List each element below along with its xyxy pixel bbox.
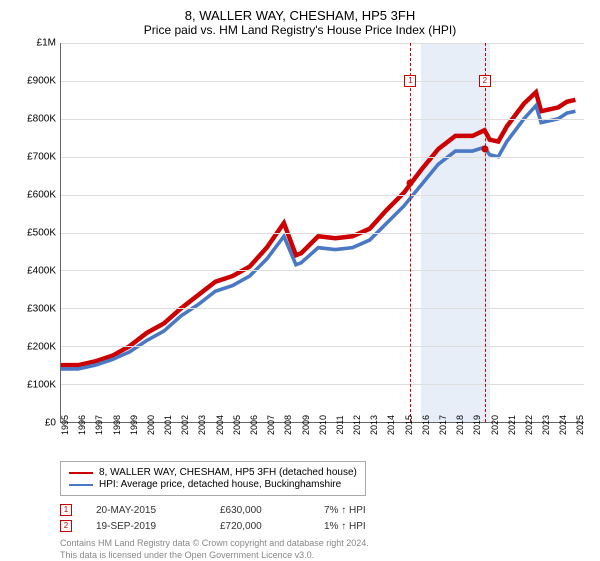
x-tick-label: 2019 (472, 415, 482, 435)
x-tick-label: 2001 (163, 415, 173, 435)
x-tick-label: 2002 (180, 415, 190, 435)
sale-row-marker: 1 (60, 504, 72, 516)
legend-label: 8, WALLER WAY, CHESHAM, HP5 3FH (detache… (99, 467, 357, 478)
attribution: Contains HM Land Registry data © Crown c… (60, 538, 584, 561)
x-tick-label: 2022 (524, 415, 534, 435)
x-tick-label: 2013 (369, 415, 379, 435)
sale-date: 20-MAY-2015 (96, 505, 196, 516)
sale-row: 2 19-SEP-2019 £720,000 1% ↑ HPI (60, 520, 584, 532)
chart-area: £0£100K£200K£300K£400K£500K£600K£700K£80… (16, 43, 584, 423)
y-tick-label: £500K (27, 228, 56, 239)
x-tick-label: 1997 (94, 415, 104, 435)
x-tick-label: 2012 (352, 415, 362, 435)
legend-swatch (69, 484, 93, 486)
y-tick-label: £400K (27, 266, 56, 277)
legend-label: HPI: Average price, detached house, Buck… (99, 479, 341, 490)
x-tick-label: 2017 (438, 415, 448, 435)
x-tick-label: 2009 (301, 415, 311, 435)
y-tick-label: £1M (37, 38, 56, 49)
x-tick-label: 2023 (541, 415, 551, 435)
x-tick-label: 2011 (335, 415, 345, 434)
y-tick-label: £200K (27, 342, 56, 353)
sale-vline (485, 43, 486, 422)
x-tick-label: 2014 (386, 415, 396, 435)
sale-price: £630,000 (220, 505, 300, 516)
y-tick-label: £100K (27, 380, 56, 391)
x-tick-label: 2015 (404, 415, 414, 435)
x-tick-label: 2025 (575, 415, 585, 435)
x-tick-label: 2018 (455, 415, 465, 435)
x-tick-label: 2024 (558, 415, 568, 435)
chart-title: 8, WALLER WAY, CHESHAM, HP5 3FH (16, 8, 584, 23)
x-tick-label: 2010 (318, 415, 328, 435)
x-tick-label: 2005 (232, 415, 242, 435)
x-tick-label: 2020 (490, 415, 500, 435)
x-tick-label: 2000 (146, 415, 156, 435)
sale-marker-box: 1 (404, 75, 416, 87)
y-tick-label: £700K (27, 152, 56, 163)
y-tick-label: £0 (45, 418, 56, 429)
x-tick-label: 2003 (197, 415, 207, 435)
series-line (61, 92, 575, 365)
x-axis: 1995199619971998199920002001200220032004… (60, 423, 584, 457)
legend: 8, WALLER WAY, CHESHAM, HP5 3FH (detache… (60, 461, 366, 496)
sale-dot (481, 146, 488, 153)
y-tick-label: £300K (27, 304, 56, 315)
sale-date: 19-SEP-2019 (96, 521, 196, 532)
x-tick-label: 2007 (266, 415, 276, 435)
sale-row-marker: 2 (60, 520, 72, 532)
sale-row: 1 20-MAY-2015 £630,000 7% ↑ HPI (60, 504, 584, 516)
legend-item: HPI: Average price, detached house, Buck… (69, 479, 357, 490)
x-tick-label: 1996 (77, 415, 87, 435)
y-tick-label: £800K (27, 114, 56, 125)
sale-vline (410, 43, 411, 422)
sale-delta: 1% ↑ HPI (324, 521, 366, 532)
x-tick-label: 2016 (421, 415, 431, 435)
sale-delta: 7% ↑ HPI (324, 505, 366, 516)
x-tick-label: 2008 (283, 415, 293, 435)
sale-dot (407, 180, 414, 187)
y-tick-label: £900K (27, 76, 56, 87)
chart-subtitle: Price paid vs. HM Land Registry's House … (16, 23, 584, 37)
attribution-line2: This data is licensed under the Open Gov… (60, 550, 584, 561)
x-tick-label: 2021 (507, 415, 517, 435)
y-axis: £0£100K£200K£300K£400K£500K£600K£700K£80… (16, 43, 60, 423)
sale-marker-box: 2 (479, 75, 491, 87)
attribution-line1: Contains HM Land Registry data © Crown c… (60, 538, 584, 550)
sale-price: £720,000 (220, 521, 300, 532)
sales-table: 1 20-MAY-2015 £630,000 7% ↑ HPI 2 19-SEP-2019… (60, 504, 584, 532)
x-tick-label: 1998 (112, 415, 122, 435)
legend-item: 8, WALLER WAY, CHESHAM, HP5 3FH (detache… (69, 467, 357, 478)
legend-swatch (69, 472, 93, 474)
x-tick-label: 2006 (249, 415, 259, 435)
y-tick-label: £600K (27, 190, 56, 201)
x-tick-label: 1995 (60, 415, 70, 435)
x-tick-label: 1999 (129, 415, 139, 435)
x-tick-label: 2004 (215, 415, 225, 435)
plot-region: 12 (60, 43, 584, 423)
